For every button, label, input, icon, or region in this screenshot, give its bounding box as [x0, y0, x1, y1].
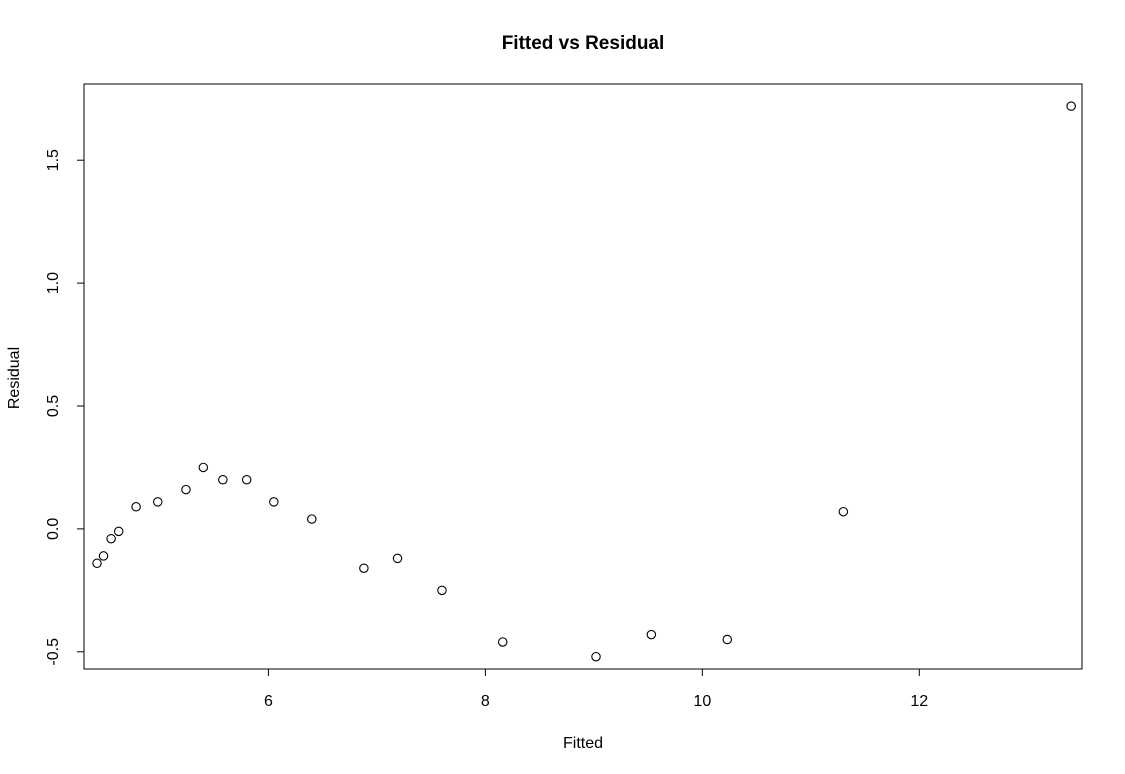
data-point	[437, 585, 447, 596]
data-point	[106, 533, 116, 544]
y-tick-label: 1.0	[45, 272, 62, 294]
data-point	[1066, 101, 1076, 111]
data-point	[198, 462, 209, 473]
data-point	[646, 629, 657, 640]
data-points	[92, 101, 1076, 662]
data-point	[307, 514, 317, 524]
x-tick-label: 12	[910, 693, 928, 710]
y-tick-label: 0.5	[45, 395, 62, 417]
x-axis-label: Fitted	[563, 735, 603, 752]
x-tick-label: 6	[264, 693, 273, 710]
y-tick-label: 1.5	[45, 149, 62, 171]
data-point	[131, 502, 141, 512]
data-point	[218, 474, 228, 485]
data-point	[153, 497, 163, 507]
x-tick-label: 8	[481, 693, 490, 710]
x-tick-label: 10	[693, 693, 711, 710]
y-axis-label: Residual	[6, 347, 23, 409]
data-point	[359, 563, 369, 573]
data-point	[241, 474, 252, 485]
data-point	[497, 637, 508, 647]
y-axis: -0.5 0.0 0.5 1.0 1.5	[45, 149, 85, 666]
y-tick-label: 0.0	[45, 518, 62, 540]
data-point	[269, 497, 279, 507]
plot-frame	[83, 83, 1083, 670]
data-point	[98, 551, 109, 561]
data-point	[838, 506, 849, 517]
data-point	[392, 553, 403, 564]
data-point	[181, 484, 191, 495]
x-axis: 6 8 10 12	[264, 668, 928, 710]
data-point	[92, 558, 102, 569]
data-point	[591, 651, 601, 662]
chart-title: Fitted vs Residual	[502, 33, 665, 54]
data-point	[722, 634, 733, 645]
y-tick-label: -0.5	[45, 638, 62, 666]
data-point	[113, 526, 124, 537]
